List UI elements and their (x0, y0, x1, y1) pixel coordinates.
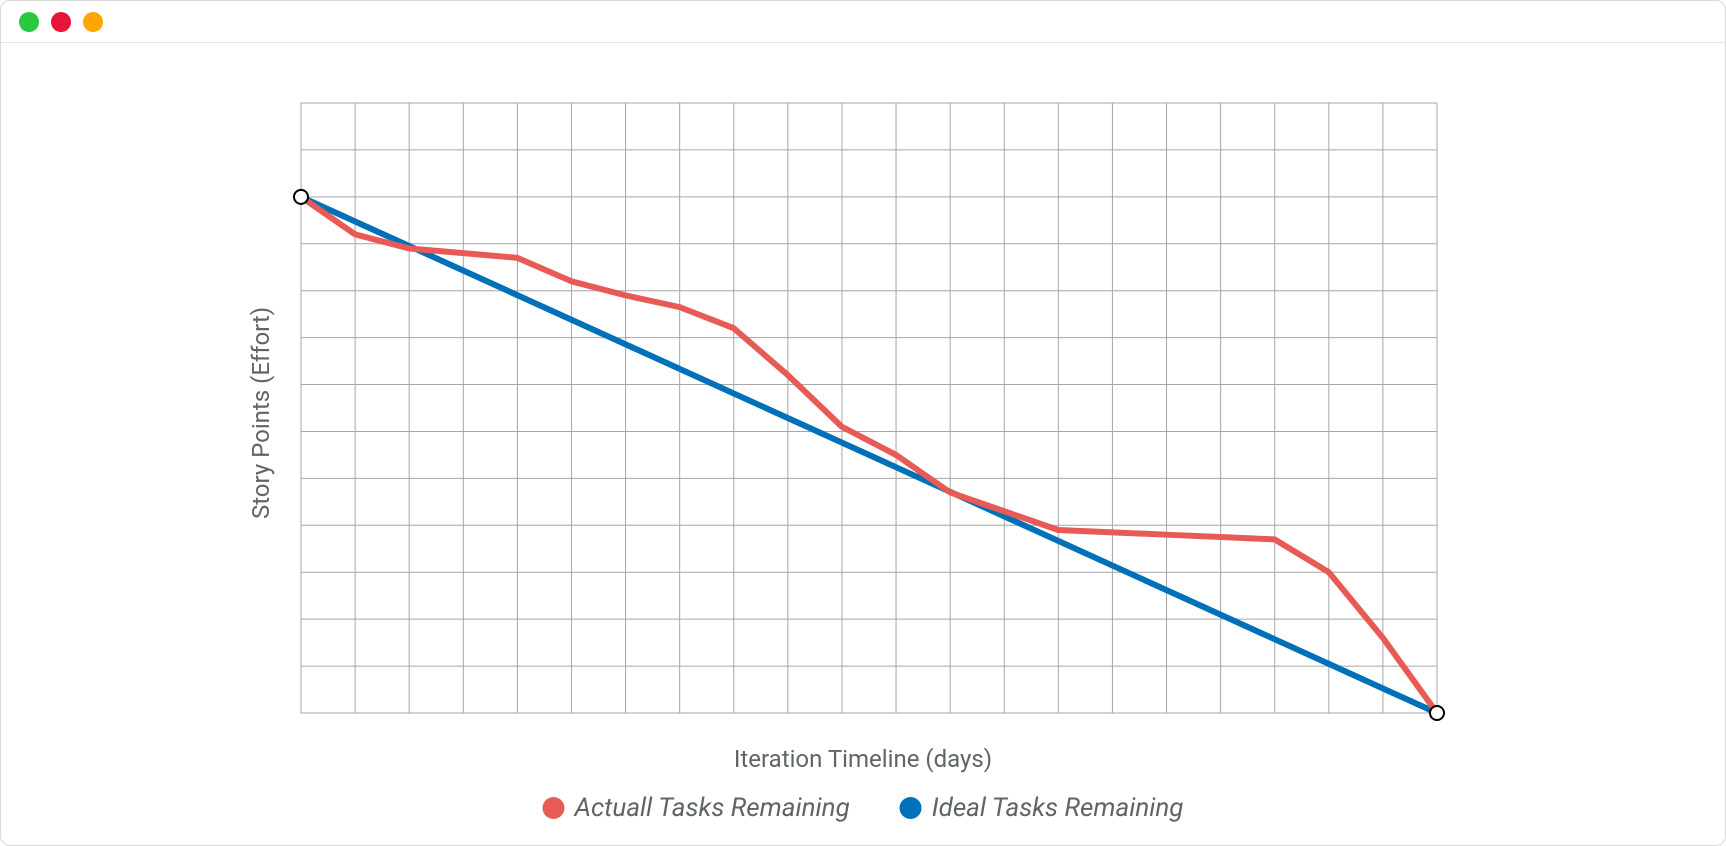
traffic-light-minimize-icon[interactable] (51, 12, 71, 32)
y-axis-label: Story Points (Effort) (247, 307, 275, 519)
legend-label-actual: Actuall Tasks Remaining (575, 793, 850, 823)
legend-item-ideal: Ideal Tasks Remaining (900, 793, 1184, 823)
legend-label-ideal: Ideal Tasks Remaining (932, 793, 1184, 823)
titlebar (1, 1, 1725, 43)
legend-item-actual: Actuall Tasks Remaining (543, 793, 850, 823)
x-axis-label: Iteration Timeline (days) (734, 745, 992, 773)
legend: Actuall Tasks Remaining Ideal Tasks Rema… (543, 793, 1184, 823)
legend-dot-ideal-icon (900, 797, 922, 819)
app-window: Story Points (Effort) Iteration Timeline… (0, 0, 1726, 846)
traffic-light-zoom-icon[interactable] (83, 12, 103, 32)
traffic-light-close-icon[interactable] (19, 12, 39, 32)
legend-dot-actual-icon (543, 797, 565, 819)
content-area: Story Points (Effort) Iteration Timeline… (1, 43, 1725, 845)
burndown-chart (281, 83, 1457, 733)
